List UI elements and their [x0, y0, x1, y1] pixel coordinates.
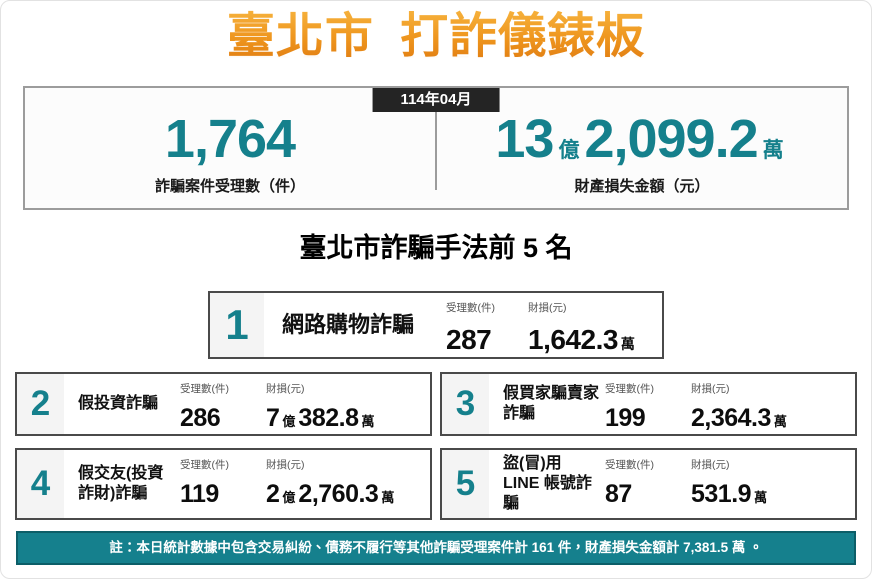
loss-wan-unit: 萬	[381, 489, 395, 505]
loss-wan-unit: 萬	[773, 413, 787, 429]
rank-number: 2	[17, 373, 64, 434]
loss-wan: 382.8	[298, 403, 359, 432]
loss-yi: 7	[266, 403, 280, 432]
cases-value: 286	[180, 403, 221, 432]
loss-wan-unit: 萬	[361, 413, 375, 429]
rank-1-card: 1 網路購物詐騙 受理數(件) 287 財損(元) 1,642.3 萬	[208, 290, 664, 359]
cases-column: 受理數(件) 199	[605, 374, 691, 434]
property-loss-value: 13 億2,099.2 萬	[495, 112, 788, 166]
cases-column: 受理數(件) 286	[180, 374, 266, 434]
loss-column-header: 財損(元)	[691, 382, 730, 395]
period-badge: 114年04月	[372, 88, 500, 113]
loss-yi-unit: 億	[282, 489, 296, 505]
loss-wan: 2,364.3	[691, 403, 771, 432]
loss-column: 財損(元) 2,364.3 萬	[691, 374, 790, 434]
loss-value: 531.9 萬	[691, 480, 770, 509]
fraud-type-name: 網路購物詐騙	[282, 311, 415, 337]
loss-column: 財損(元) 531.9 萬	[691, 450, 770, 518]
loss-num-yi: 13	[495, 109, 554, 170]
rank-number: 5	[442, 449, 489, 518]
cases-column-header: 受理數(件)	[605, 458, 654, 471]
fraud-type-name: 假交友(投資詐財)詐騙	[78, 464, 164, 502]
loss-yi-unit: 億	[282, 413, 296, 429]
cases-column-header: 受理數(件)	[446, 301, 495, 314]
loss-column-header: 財損(元)	[691, 458, 730, 471]
loss-column: 財損(元) 7 億 382.8 萬	[266, 374, 378, 434]
loss-value: 2 億 2,760.3 萬	[266, 480, 397, 509]
rank-5-card: 5 盜(冒)用 LINE 帳號詐騙 受理數(件) 87 財損(元) 531.9 萬	[440, 447, 857, 520]
cases-value: 119	[180, 479, 219, 508]
cases-column-header: 受理數(件)	[180, 458, 229, 471]
rank-3-card: 3 假買家騙賣家詐騙 受理數(件) 199 財損(元) 2,364.3 萬	[440, 371, 857, 436]
loss-wan: 531.9	[691, 479, 752, 508]
fraud-cases-value: 1,764	[164, 109, 296, 170]
rank-1-wrap: 1 網路購物詐騙 受理數(件) 287 財損(元) 1,642.3 萬	[1, 290, 871, 359]
loss-value: 7 億 382.8 萬	[266, 404, 378, 433]
loss-column-header: 財損(元)	[266, 458, 305, 471]
loss-yi: 2	[266, 479, 280, 508]
loss-unit-wan: 萬	[762, 139, 784, 163]
rank-number: 1	[210, 292, 264, 357]
page-title-wrap: 臺北市 打詐儀錶板	[1, 9, 871, 64]
fraud-type-name: 假買家騙賣家詐騙	[503, 384, 600, 422]
fraud-type-name: 盜(冒)用 LINE 帳號詐騙	[503, 454, 592, 512]
cases-value: 199	[605, 403, 646, 432]
loss-wan-unit: 萬	[620, 335, 635, 352]
cases-column: 受理數(件) 87	[605, 450, 691, 518]
page-title: 臺北市 打詐儀錶板	[226, 10, 646, 63]
fraud-type-name: 假投資詐騙	[78, 394, 159, 412]
loss-wan-unit: 萬	[754, 489, 768, 505]
loss-column-header: 財損(元)	[266, 382, 305, 395]
cases-column-header: 受理數(件)	[605, 382, 654, 395]
cases-column: 受理數(件) 119	[180, 450, 266, 518]
loss-num-wan: 2,099.2	[584, 109, 758, 170]
loss-wan: 1,642.3	[528, 323, 618, 355]
rank-number: 4	[17, 449, 64, 518]
cases-column: 受理數(件) 287	[446, 293, 528, 357]
property-loss-label: 財產損失金額（元）	[574, 178, 710, 196]
loss-value: 2,364.3 萬	[691, 404, 790, 433]
loss-value: 1,642.3 萬	[528, 324, 638, 356]
cases-column-header: 受理數(件)	[180, 382, 229, 395]
ranking-grid: 2 假投資詐騙 受理數(件) 286 財損(元) 7 億 382.8 萬 3 假買家騙…	[15, 371, 857, 520]
loss-wan: 2,760.3	[298, 479, 379, 508]
cases-value: 87	[605, 479, 632, 508]
loss-column-header: 財損(元)	[528, 301, 567, 314]
loss-column: 財損(元) 2 億 2,760.3 萬	[266, 450, 397, 518]
rank-4-card: 4 假交友(投資詐財)詐騙 受理數(件) 119 財損(元) 2 億 2,760.3…	[15, 447, 432, 520]
summary-divider	[435, 106, 437, 191]
stat-property-loss: 13 億2,099.2 萬 財產損失金額（元）	[437, 88, 847, 208]
cases-value: 287	[446, 323, 492, 355]
ranking-section-title: 臺北市詐騙手法前 5 名	[299, 233, 573, 264]
statistics-note: 註：本日統計數據中包含交易糾紛、債務不履行等其他詐騙受理案件計 161 件，財產…	[16, 530, 856, 565]
loss-column: 財損(元) 1,642.3 萬	[528, 293, 638, 357]
summary-panel: 114年04月 1,764 詐騙案件受理數（件） 13 億2,099.2 萬 財產損…	[23, 86, 849, 211]
stat-fraud-cases: 1,764 詐騙案件受理數（件）	[25, 88, 435, 208]
rank-number: 3	[442, 373, 489, 434]
fraud-cases-label: 詐騙案件受理數（件）	[154, 178, 305, 196]
loss-unit-yi: 億	[558, 139, 580, 163]
rank-2-card: 2 假投資詐騙 受理數(件) 286 財損(元) 7 億 382.8 萬	[15, 371, 432, 436]
